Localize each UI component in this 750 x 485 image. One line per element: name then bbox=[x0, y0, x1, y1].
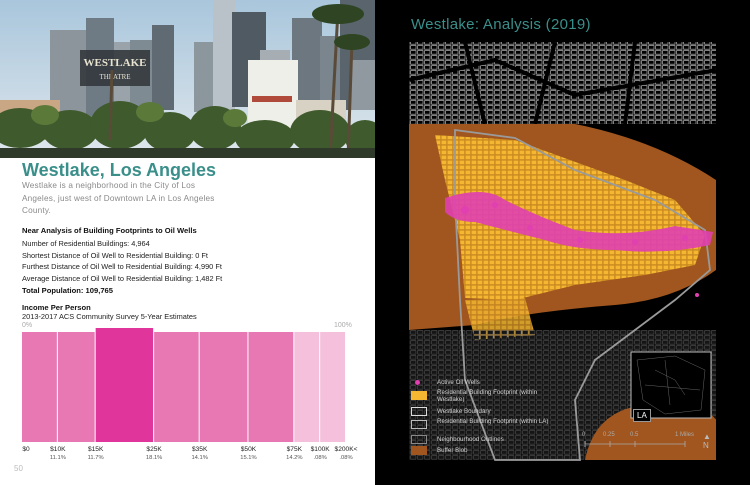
percent-label: .08% bbox=[313, 455, 327, 461]
active-oil-wells bbox=[445, 191, 713, 297]
tick-label: $50K bbox=[240, 446, 257, 453]
legend-label: Residential Building Footprint (within W… bbox=[437, 389, 538, 404]
brown-swatch-icon bbox=[411, 446, 427, 455]
page-number: 50 bbox=[14, 464, 23, 473]
percent-label: 18.1% bbox=[145, 455, 163, 461]
tick-label: $75K bbox=[286, 446, 303, 453]
percent-label: 11.1% bbox=[49, 455, 66, 461]
left-page: WESTLAKE THEATRE bbox=[0, 0, 375, 485]
scale-label: 1 Miles bbox=[675, 432, 695, 438]
westlake-boundary bbox=[454, 128, 711, 461]
tick-label: $200K< bbox=[334, 446, 358, 453]
axis-min-label: 0% bbox=[22, 322, 33, 329]
outline-swatch-icon bbox=[411, 435, 427, 444]
stats-list: Number of Residential Buildings: 4,964 S… bbox=[22, 238, 222, 284]
legend-label: Neighbourhood Outlines bbox=[437, 436, 504, 443]
income-bar bbox=[95, 328, 154, 442]
north-label: N bbox=[703, 441, 709, 450]
inset-map bbox=[630, 351, 712, 419]
stat-line: Shortest Distance of Oil Well to Residen… bbox=[22, 250, 208, 260]
percent-label: 14.1% bbox=[191, 455, 208, 461]
income-bar bbox=[57, 332, 95, 442]
westlake-analysis-map bbox=[408, 41, 717, 461]
outline-swatch-icon bbox=[411, 420, 427, 429]
scale-bar bbox=[584, 441, 686, 447]
sign-line-2: THEATRE bbox=[99, 73, 130, 81]
inset-label: LA bbox=[633, 409, 651, 422]
tick-label: $25K bbox=[146, 446, 162, 453]
tick-label: $10K bbox=[50, 446, 66, 453]
map-title: Westlake: Analysis (2019) bbox=[411, 16, 591, 33]
legend-label: Westlake Boundary bbox=[437, 408, 491, 415]
scale-label: 0 bbox=[582, 432, 586, 438]
income-bar bbox=[154, 332, 199, 442]
residential-footprints-westlake bbox=[435, 135, 705, 300]
scale-label: 0.25 bbox=[603, 432, 615, 438]
intro-text: Westlake is a neighborhood in the City o… bbox=[22, 181, 215, 215]
tick-label: $100K bbox=[310, 446, 330, 453]
percent-label: .08% bbox=[339, 455, 353, 461]
stat-line: Furthest Distance of Oil Well to Residen… bbox=[22, 262, 222, 272]
income-title: Income Per Person bbox=[22, 303, 91, 312]
income-bar bbox=[320, 332, 345, 442]
right-page: Westlake: Analysis (2019) bbox=[375, 0, 750, 485]
income-bar bbox=[22, 332, 57, 442]
sign-line-1: WESTLAKE bbox=[84, 57, 147, 69]
page-heading: Westlake, Los Angeles bbox=[22, 160, 217, 180]
outline-swatch-icon bbox=[411, 407, 427, 416]
percent-label: 15.1% bbox=[240, 455, 257, 461]
income-bar bbox=[248, 332, 294, 442]
income-subtitle: 2013-2017 ACS Community Survey 5-Year Es… bbox=[22, 312, 197, 321]
yellow-swatch-icon bbox=[411, 391, 427, 400]
scale-label: 0.5 bbox=[630, 432, 639, 438]
income-bar-chart bbox=[22, 328, 345, 442]
oil-well-dot-icon bbox=[411, 378, 427, 387]
city-skyline-photo: WESTLAKE THEATRE bbox=[0, 0, 375, 158]
north-arrow: ▲ N bbox=[703, 432, 711, 450]
legend-label: Residential Building Footprint (within L… bbox=[437, 418, 549, 425]
legend-label: Buffer Blob bbox=[437, 447, 468, 454]
total-population: Total Population: 109,765 bbox=[22, 286, 114, 295]
percent-label: 11.7% bbox=[87, 455, 104, 461]
tick-label: $15K bbox=[87, 446, 104, 453]
stat-line: Number of Residential Buildings: 4,964 bbox=[22, 239, 150, 248]
percent-label: 14.2% bbox=[286, 455, 303, 461]
axis-max-label: 100% bbox=[334, 322, 352, 329]
stat-line: Average Distance of Oil Well to Resident… bbox=[22, 273, 223, 283]
income-bar bbox=[199, 332, 248, 442]
legend-label: Active Oil Wells bbox=[437, 379, 480, 386]
income-bar bbox=[294, 332, 320, 442]
tick-label: $35K bbox=[191, 446, 208, 453]
analysis-title: Near Analysis of Building Footprints to … bbox=[22, 226, 197, 235]
tick-label: $0 bbox=[22, 446, 30, 453]
